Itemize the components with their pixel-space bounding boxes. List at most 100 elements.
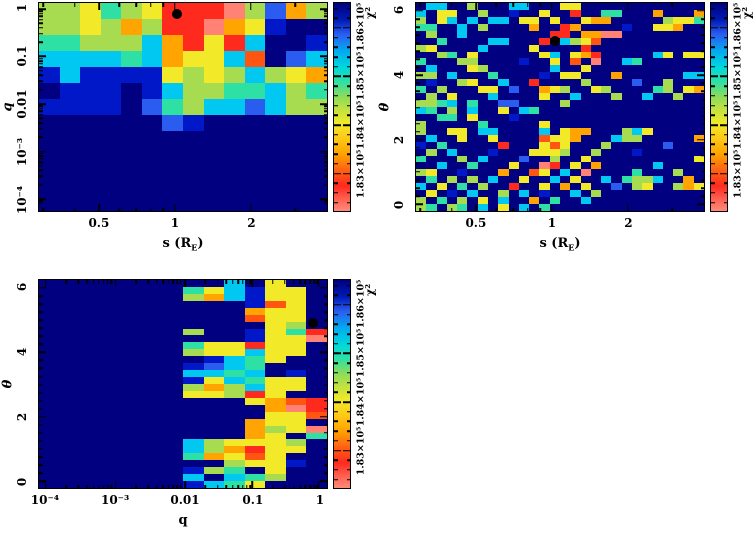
heatmap-cell bbox=[436, 16, 447, 24]
heatmap-cell bbox=[559, 204, 571, 211]
tick-mark bbox=[292, 484, 295, 488]
heatmap-cell bbox=[203, 474, 225, 482]
heatmap-cell bbox=[121, 286, 142, 294]
heatmap-cell bbox=[224, 397, 245, 405]
tick-mark bbox=[39, 110, 43, 113]
heatmap-cell bbox=[426, 100, 437, 107]
tick-mark bbox=[323, 27, 327, 29]
heatmap-cell bbox=[265, 432, 286, 440]
heatmap-cell bbox=[611, 204, 622, 211]
heatmap-cell bbox=[306, 439, 327, 447]
heatmap-cell bbox=[601, 176, 612, 184]
heatmap-cell bbox=[446, 65, 458, 73]
heatmap-cell bbox=[477, 148, 488, 156]
heatmap-cell bbox=[224, 147, 245, 163]
heatmap-cell bbox=[631, 155, 643, 163]
heatmap-cell bbox=[306, 163, 327, 179]
heatmap-cell bbox=[162, 328, 183, 336]
tick-mark bbox=[156, 280, 158, 284]
heatmap-cell bbox=[39, 19, 60, 35]
heatmap-cell bbox=[162, 474, 183, 482]
heatmap-cell bbox=[642, 162, 653, 170]
heatmap-cell bbox=[39, 404, 60, 412]
heatmap-cell bbox=[518, 3, 530, 10]
heatmap-cell bbox=[203, 51, 225, 67]
tick-mark bbox=[343, 352, 350, 355]
tick-mark bbox=[110, 280, 112, 284]
heatmap-cell bbox=[570, 100, 581, 107]
heatmap-cell bbox=[508, 162, 519, 170]
tick-mark bbox=[149, 3, 152, 7]
heatmap-cell bbox=[673, 183, 684, 191]
tick-mark bbox=[39, 202, 43, 205]
heatmap-cell bbox=[100, 19, 122, 35]
heatmap-cell bbox=[59, 335, 81, 343]
tick-mark bbox=[334, 372, 338, 374]
tick-mark bbox=[416, 122, 420, 125]
tick-mark bbox=[250, 3, 252, 10]
heatmap-cell bbox=[611, 3, 622, 10]
heatmap-cell bbox=[559, 100, 571, 107]
heatmap-cell bbox=[631, 51, 643, 59]
heatmap-cell bbox=[265, 460, 286, 468]
heatmap-cell bbox=[285, 481, 307, 488]
heatmap-cell bbox=[265, 328, 286, 336]
heatmap-cell bbox=[683, 134, 694, 142]
heatmap-cell bbox=[498, 86, 509, 94]
heatmap-cell bbox=[467, 113, 478, 121]
heatmap-cell bbox=[426, 183, 437, 191]
tick-mark bbox=[475, 3, 478, 10]
heatmap-cell bbox=[182, 481, 204, 488]
heatmap-cell bbox=[539, 3, 550, 10]
tick-mark bbox=[318, 280, 320, 287]
heatmap-cell bbox=[652, 9, 663, 17]
heatmap-cell bbox=[590, 44, 602, 52]
heatmap-cell bbox=[477, 16, 488, 24]
heatmap-cell bbox=[121, 280, 142, 287]
tick-mark bbox=[323, 319, 327, 321]
heatmap-cell bbox=[652, 127, 663, 135]
heatmap-cell bbox=[59, 481, 81, 488]
heatmap-cell bbox=[662, 100, 674, 107]
tick-mark bbox=[323, 359, 327, 362]
heatmap-cell bbox=[244, 390, 266, 398]
heatmap-cell bbox=[693, 30, 704, 38]
tick-mark bbox=[320, 103, 327, 105]
tick-mark bbox=[39, 351, 46, 354]
heatmap-cell bbox=[508, 183, 519, 191]
heatmap-cell bbox=[457, 44, 468, 52]
heatmap-cell bbox=[39, 425, 60, 433]
heatmap-cell bbox=[100, 35, 122, 51]
heatmap-cell bbox=[529, 148, 540, 156]
tick-mark bbox=[551, 3, 553, 10]
tick-mark bbox=[304, 484, 307, 488]
heatmap-cell bbox=[457, 100, 468, 107]
heatmap-cell bbox=[642, 51, 653, 59]
heatmap-cell bbox=[121, 115, 142, 131]
heatmap-cell bbox=[39, 370, 60, 378]
y-tick-label: 0.01 bbox=[15, 89, 29, 119]
heatmap-cell bbox=[673, 44, 684, 52]
heatmap-cell bbox=[224, 384, 245, 391]
heatmap-cell bbox=[80, 179, 101, 195]
heatmap-cell bbox=[477, 86, 488, 94]
heatmap-cell bbox=[426, 23, 437, 31]
heatmap-cell bbox=[265, 115, 286, 131]
heatmap-cell bbox=[306, 342, 327, 350]
heatmap-cell bbox=[580, 16, 591, 24]
heatmap-cell bbox=[631, 100, 643, 107]
heatmap-cell bbox=[182, 67, 204, 83]
heatmap-cell bbox=[100, 342, 122, 350]
heatmap-cell bbox=[642, 148, 653, 156]
heatmap-grid bbox=[416, 3, 704, 211]
heatmap-cell bbox=[306, 363, 327, 371]
tick-mark bbox=[346, 201, 350, 204]
y-tick-label: 2 bbox=[392, 135, 406, 145]
colorbar-title-chi2: χ² bbox=[740, 6, 754, 20]
heatmap-cell bbox=[570, 148, 581, 156]
heatmap-cell bbox=[508, 16, 519, 24]
tick-mark bbox=[334, 182, 338, 185]
heatmap-cell bbox=[121, 293, 142, 301]
tick-mark bbox=[92, 484, 95, 488]
heatmap-cell bbox=[80, 370, 101, 378]
